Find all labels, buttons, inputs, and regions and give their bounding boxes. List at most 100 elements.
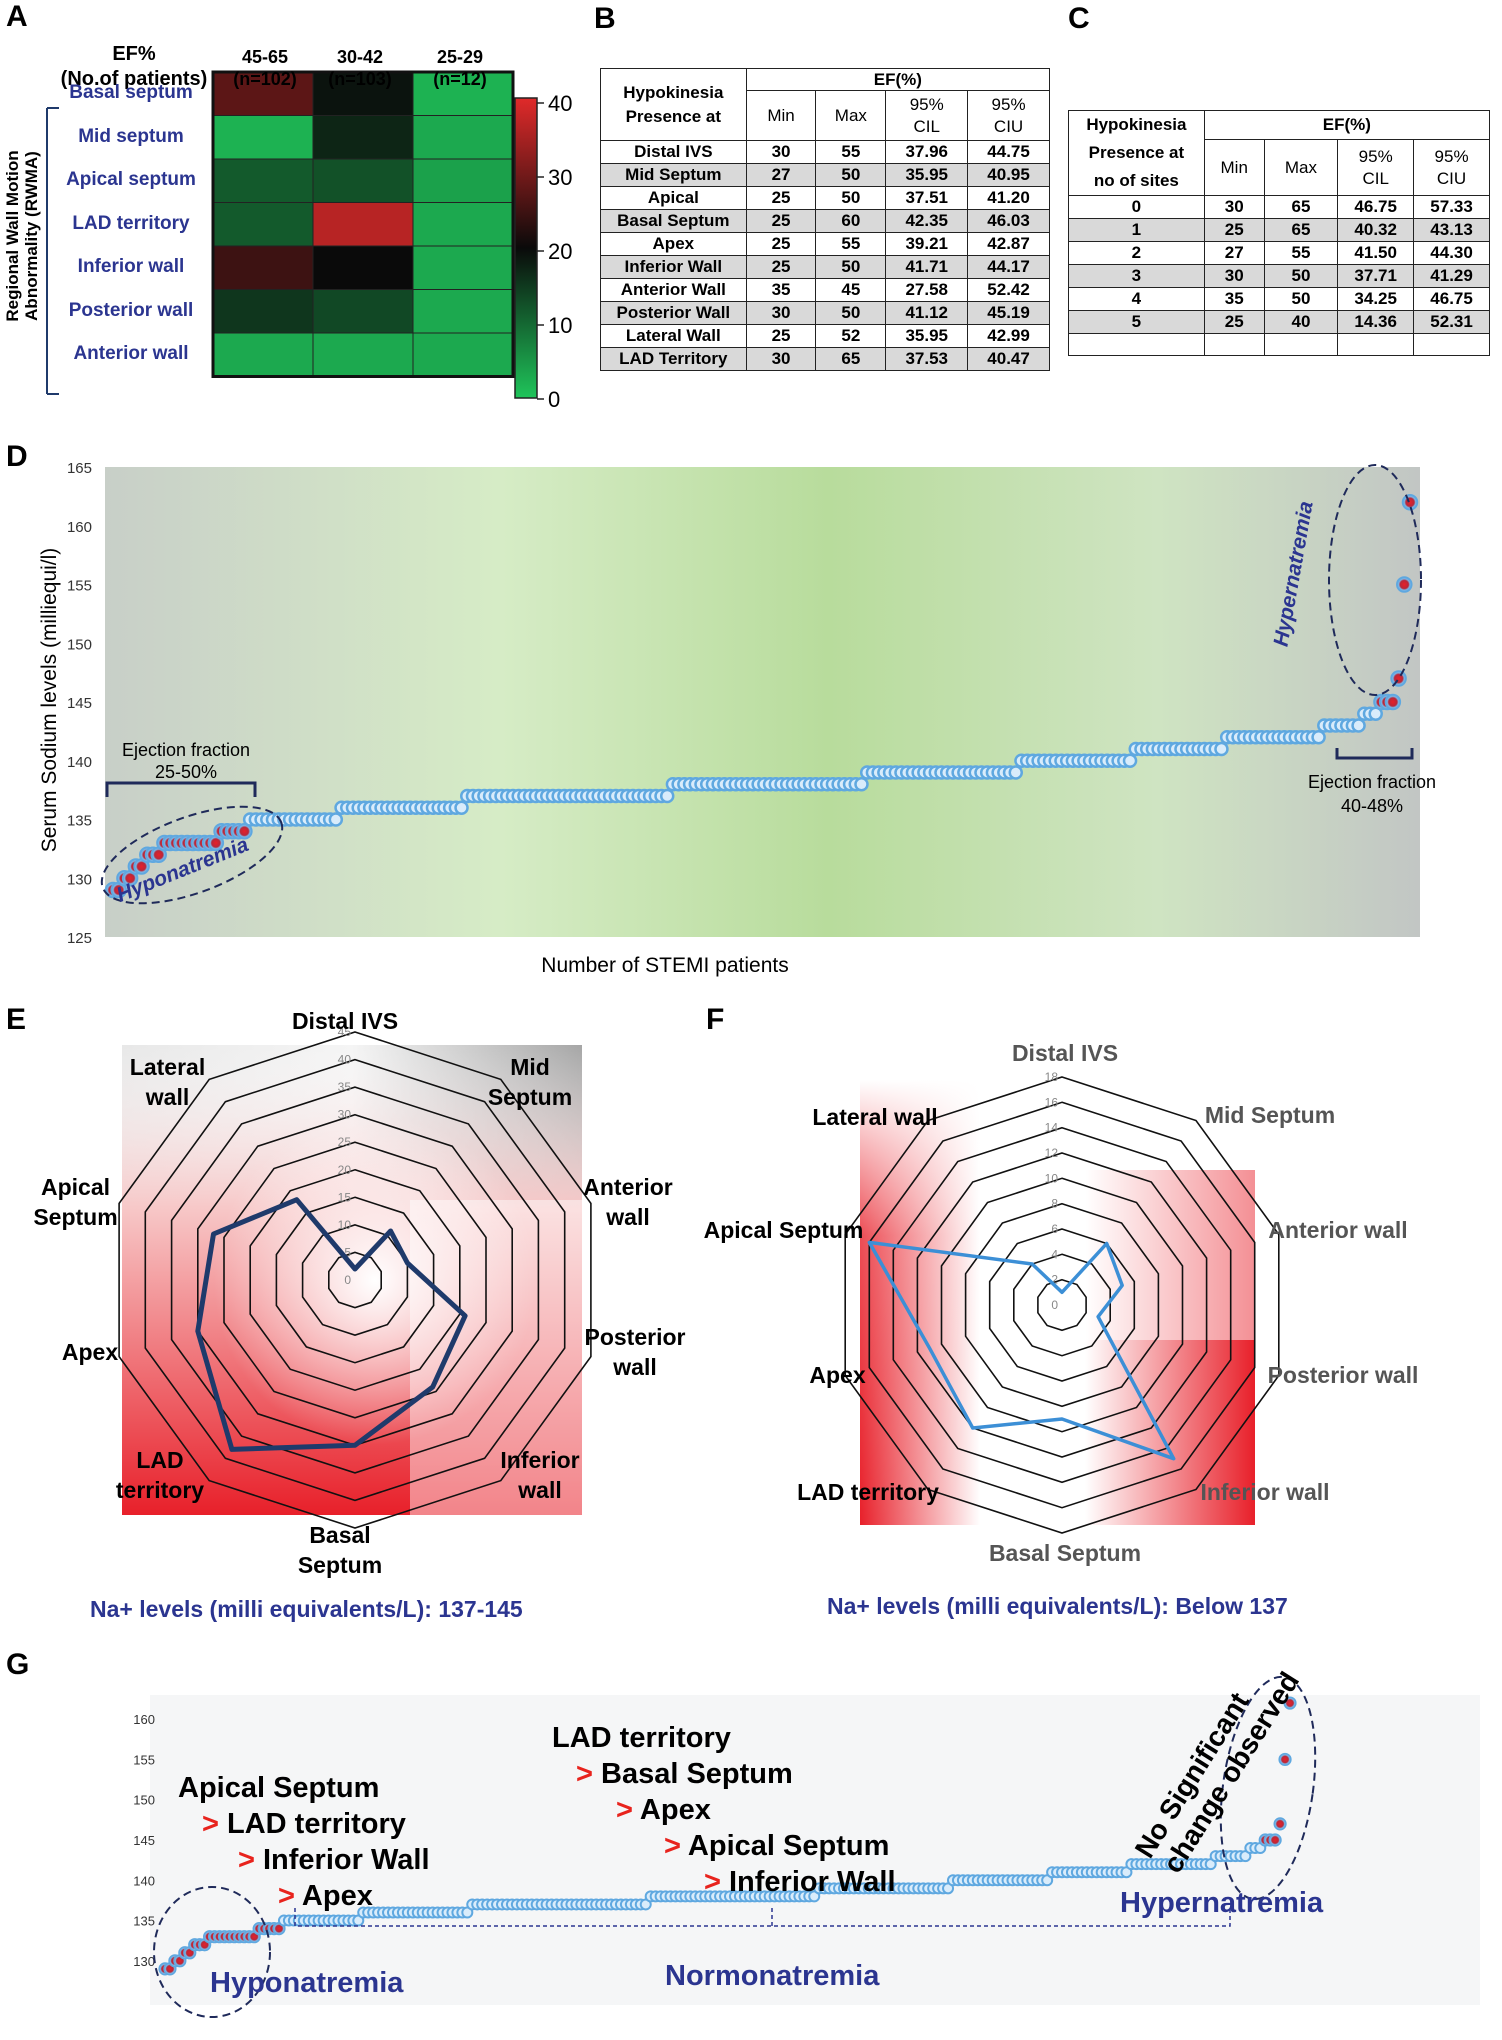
panel-label-f: F <box>706 1003 725 1036</box>
table-b-head: Hypokinesia Presence at <box>600 68 747 141</box>
radar-e-tick: 0 <box>344 1273 351 1287</box>
table-cell: 42.99 <box>967 324 1050 348</box>
table-cell: 37.96 <box>885 140 969 164</box>
radar-f-tick: 0 <box>1051 1298 1058 1312</box>
table-cell: 14.36 <box>1337 310 1415 334</box>
table-cell: 25 <box>1203 218 1265 242</box>
hyponatremia-ellipse <box>100 805 284 905</box>
sodium-point <box>1311 730 1326 745</box>
table-row: LAD Territory 30 65 37.53 40.47 <box>600 347 1050 371</box>
table-cell: 46.03 <box>967 209 1050 233</box>
table-cell: 45.19 <box>967 301 1050 325</box>
radar-f-ring <box>844 1076 1280 1534</box>
heatmap-cell <box>312 289 414 334</box>
table-cell: 35.95 <box>885 163 969 187</box>
e-label-apical: Apical Septum <box>33 1174 118 1230</box>
table-cell: 50 <box>815 163 887 187</box>
table-cell: 50 <box>815 255 887 279</box>
sodium-point <box>1008 765 1024 780</box>
table-cell: 37.71 <box>1337 264 1415 288</box>
table-cell: 41.12 <box>885 301 969 325</box>
radar-e-tick: 20 <box>338 1163 352 1177</box>
table-c-col-cil: 95% CIL <box>1337 139 1415 196</box>
table-row: Posterior Wall 30 50 41.12 45.19 <box>600 301 1050 325</box>
heatmap-cell <box>312 71 414 116</box>
radar-e-caption: Na+ levels (milli equivalents/L): 137-14… <box>90 1596 523 1622</box>
g-hyponatremia-label: Hyponatremia <box>210 1967 404 1999</box>
sodium-xaxis-label: Number of STEMI patients <box>541 954 788 977</box>
table-row: Anterior Wall 35 45 27.58 52.42 <box>600 278 1050 302</box>
table-b-body: Distal IVS 30 55 37.96 44.75 Mid Septum 27 50 35… <box>600 140 1050 371</box>
table-cell: 4 <box>1068 287 1205 311</box>
sodium-point <box>328 812 344 827</box>
heatmap-cell <box>312 332 414 377</box>
table-cell: 50 <box>1263 287 1339 311</box>
table-cell: 25 <box>745 209 817 233</box>
heatmap-color-scale <box>514 97 538 399</box>
sodium-points <box>104 494 1419 899</box>
table-row: Basal Septum 25 60 42.35 46.03 <box>600 209 1050 233</box>
sodium-point <box>854 777 869 792</box>
radar-e-ring <box>223 1141 487 1419</box>
scale-tick-label: 40 <box>548 91 572 116</box>
heatmap-row-label: Mid septum <box>78 125 184 147</box>
radar-e-ring <box>327 1251 383 1309</box>
heatmap-col-1: 45-65 (n=102) <box>233 47 297 89</box>
table-cell: 0 <box>1068 195 1205 219</box>
g-hypernatremia-label: Hypernatremia <box>1120 1887 1324 1919</box>
f-label-posterior: Posterior wall <box>1267 1362 1419 1388</box>
radar-e-tick: 5 <box>344 1245 351 1259</box>
radar-f-series <box>867 1240 1176 1461</box>
radar-e: 0 5 10 15 20 25 30 35 40 45 <box>118 1025 592 1529</box>
table-cell: 30 <box>745 140 817 164</box>
e-label-basal: Basal Septum <box>297 1522 383 1578</box>
table-cell: Inferior Wall <box>600 255 747 279</box>
sodium-y-tick: 130 <box>67 871 92 888</box>
table-cell: 46.75 <box>1337 195 1415 219</box>
heatmap-grid <box>211 70 515 378</box>
table-c-col-ciu: 95% CIU <box>1413 139 1490 196</box>
table-cell: 40 <box>1263 310 1339 334</box>
heatmap-cell <box>312 115 414 160</box>
g-mid-list: LAD territory > Basal Septum > Apex > Ap… <box>552 1722 896 1898</box>
table-cell: 39.21 <box>885 232 969 256</box>
heatmap-row-label: Inferior wall <box>77 256 185 277</box>
radar-e-ring <box>170 1086 540 1474</box>
table-cell: 40.95 <box>967 163 1050 187</box>
category-point <box>1268 1833 1282 1847</box>
e-label-lad: LAD territory <box>115 1447 205 1503</box>
f-label-lad: LAD territory <box>797 1479 939 1505</box>
table-c-col-min: Min <box>1203 139 1265 196</box>
table-cell: 65 <box>1263 218 1339 242</box>
radar-f-ring <box>940 1177 1184 1433</box>
e-label-distal: Distal IVS <box>291 1008 399 1034</box>
category-point <box>1273 1817 1287 1831</box>
g-left-list: Apical Septum > LAD territory > Inferior… <box>178 1772 430 1912</box>
category-y-tick: 150 <box>133 1793 155 1808</box>
ef-left-label-2: 25-50% <box>155 762 217 782</box>
radar-e-ring <box>118 1031 592 1529</box>
category-point <box>1283 1696 1297 1710</box>
table-cell: 30 <box>745 301 817 325</box>
table-row: 3 30 50 37.71 41.29 <box>1068 264 1490 288</box>
sodium-y-axis: 125 130 135 140 145 150 155 160 165 <box>67 460 92 947</box>
table-cell: 35 <box>1203 287 1265 311</box>
heatmap-cell <box>212 71 314 116</box>
radar-e-tick: 25 <box>338 1135 352 1149</box>
radar-f-tick: 18 <box>1045 1070 1059 1084</box>
e-label-mid: Mid Septum <box>487 1054 573 1110</box>
table-cell: 2 <box>1068 241 1205 265</box>
category-y-tick: 155 <box>133 1752 155 1767</box>
sodium-point <box>1396 576 1413 593</box>
radar-f-tick: 8 <box>1051 1197 1058 1211</box>
radar-e-series <box>195 1197 468 1452</box>
radar-e-tick: 15 <box>338 1190 352 1204</box>
table-b-ef: EF(%) <box>745 68 1051 91</box>
heatmap-cell <box>312 158 414 203</box>
radar-f-ring <box>892 1126 1232 1484</box>
table-cell: 25 <box>745 324 817 348</box>
e-label-lateral: Lateral wall <box>129 1054 206 1110</box>
e-label-inferior: Inferior wall <box>500 1447 580 1503</box>
radar-e-tick: 45 <box>338 1025 352 1039</box>
radar-f-tick: 16 <box>1045 1095 1059 1109</box>
